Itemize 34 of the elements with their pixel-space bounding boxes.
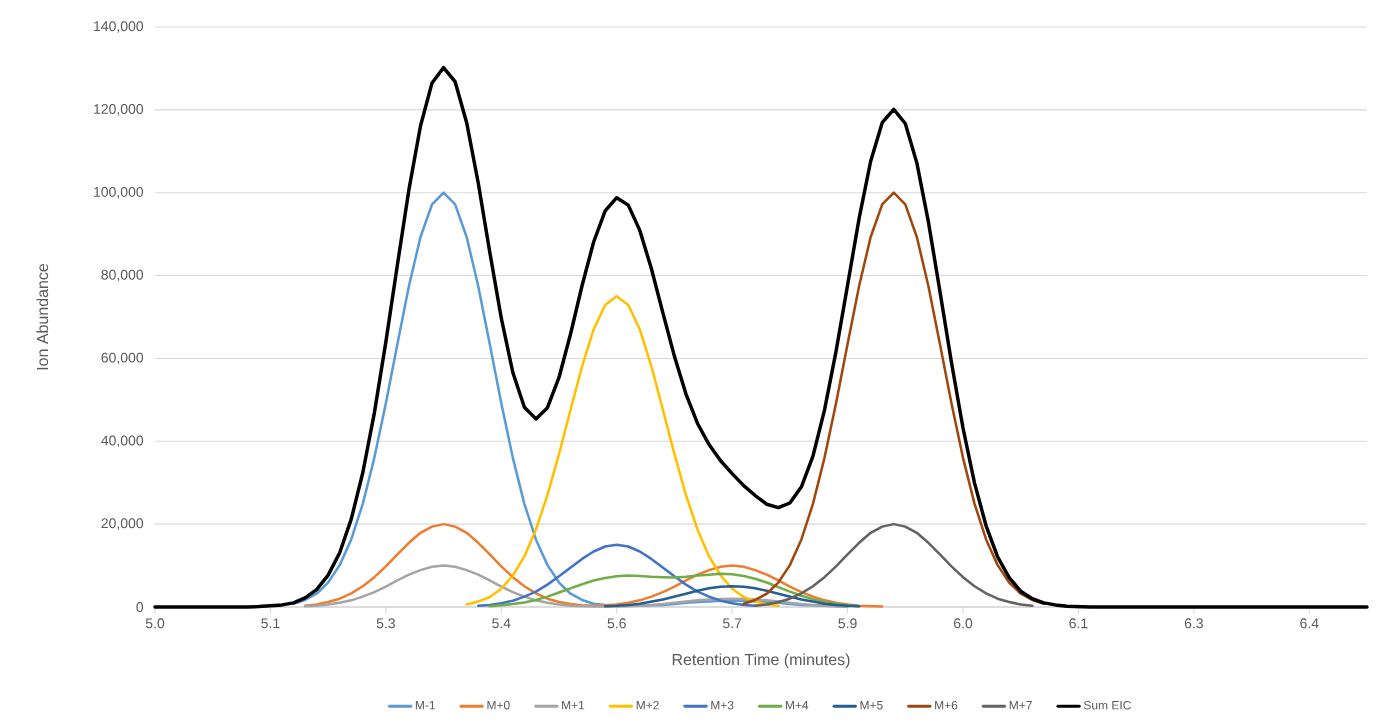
x-tick-label: 5.7: [722, 618, 742, 629]
legend-label: M+1: [562, 701, 585, 710]
legend-label: M-1: [415, 701, 435, 710]
legend-label: M+4: [785, 701, 809, 710]
y-tick-label: 120,000: [94, 104, 144, 116]
y-tick-label: 60,000: [101, 352, 144, 365]
x-tick-label: 6.1: [1069, 618, 1088, 629]
x-tick-label: 5.9: [838, 618, 857, 629]
x-tick-label: 6.3: [1184, 618, 1203, 629]
y-tick-label: 40,000: [101, 435, 144, 448]
y-tick-label: 100,000: [94, 186, 144, 199]
x-tick-label: 6.4: [1300, 618, 1319, 629]
line-series: [465, 295, 780, 608]
legend-label: M+0: [487, 700, 510, 710]
legend-label: M+2: [636, 700, 659, 710]
x-tick-label: 5.4: [492, 618, 511, 629]
line-series: [742, 191, 1046, 605]
y-tick-label: 80,000: [101, 269, 144, 282]
y-tick-label: 20,000: [101, 518, 144, 530]
x-tick-label: 5.1: [261, 618, 280, 629]
legend-label: M+6: [935, 700, 958, 710]
y-tick-label: 140,000: [94, 21, 144, 33]
x-tick-label: 5.0: [145, 618, 165, 629]
legend-label: Sum EIC: [1083, 700, 1131, 710]
legend-label: M+5: [860, 701, 883, 710]
x-tick-label: 6.0: [953, 618, 973, 629]
legend-label: M+3: [711, 700, 734, 710]
y-axis-title: Ion Abundance: [36, 263, 49, 370]
x-tick-label: 5.6: [607, 618, 626, 629]
x-axis-title: Retention Time (minutes): [672, 653, 850, 669]
line-series: [753, 522, 1034, 608]
y-tick-label: 0: [136, 602, 144, 612]
legend-label: M+7: [1009, 701, 1032, 710]
x-tick-label: 5.3: [376, 618, 395, 629]
